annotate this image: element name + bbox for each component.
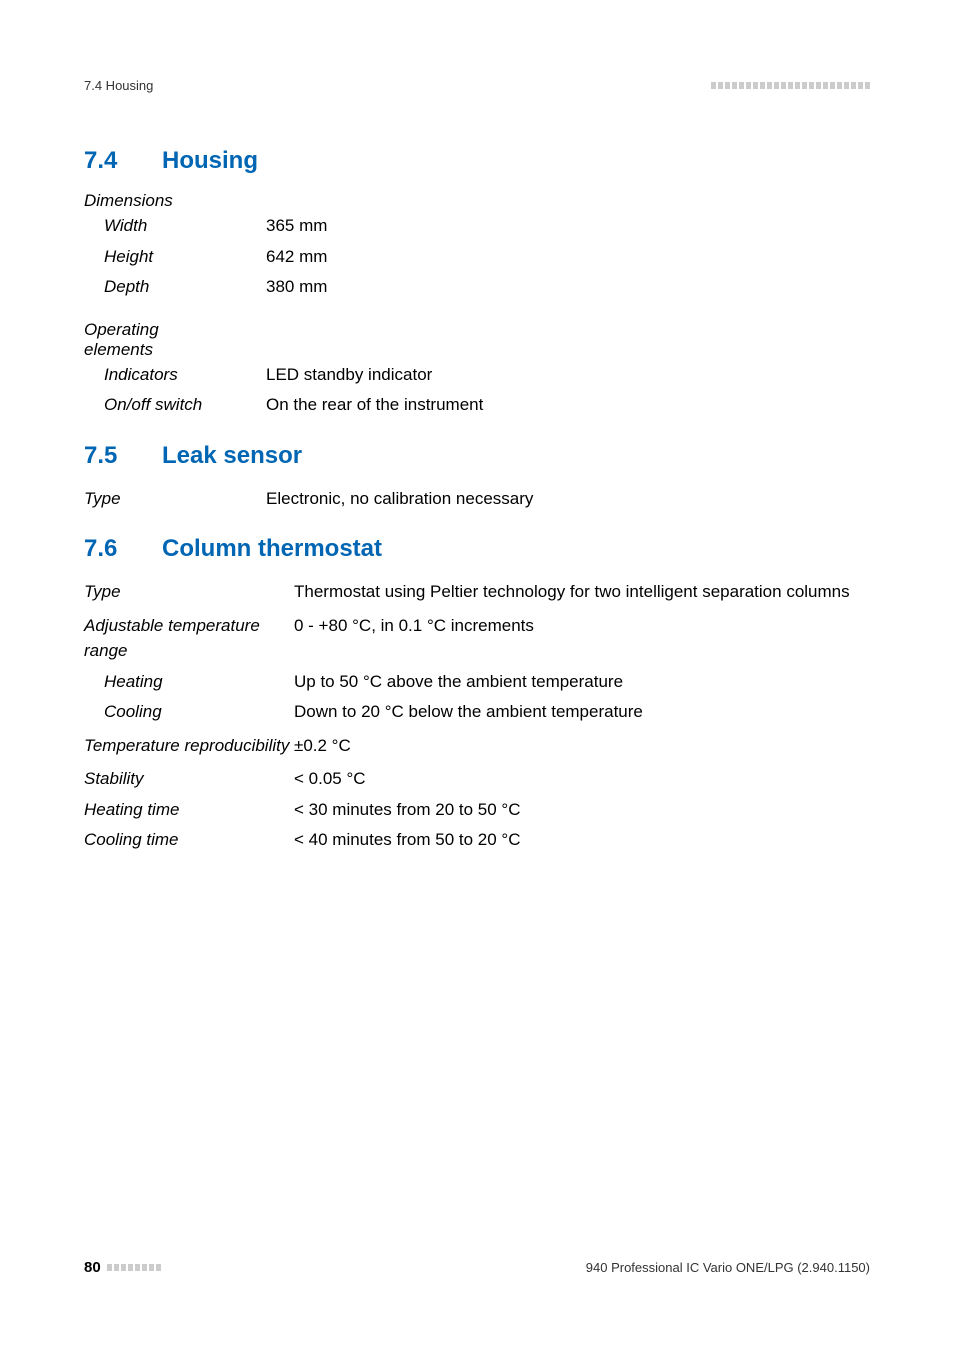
spec-row: Adjustable temperature range 0 - +80 °C,… xyxy=(84,613,870,664)
spec-group-leak: Type Electronic, no calibration necessar… xyxy=(84,486,870,512)
spec-value: 365 mm xyxy=(266,213,870,239)
spec-sublabel: Indicators xyxy=(84,362,266,388)
spec-group-label: Dimensions xyxy=(84,191,870,211)
spec-value: Electronic, no calibration necessary xyxy=(266,486,870,512)
spec-label: Cooling time xyxy=(84,827,294,853)
spec-value: 380 mm xyxy=(266,274,870,300)
spec-value: < 30 minutes from 20 to 50 °C xyxy=(294,797,870,823)
section-title: Leak sensor xyxy=(162,442,302,469)
spec-row: Depth 380 mm xyxy=(84,274,870,300)
spec-row: Heating time < 30 minutes from 20 to 50 … xyxy=(84,797,870,823)
spec-sublabel: Heating xyxy=(84,669,294,695)
spec-value: Up to 50 °C above the ambient temperatur… xyxy=(294,669,870,695)
spec-group-dimensions: Dimensions Width 365 mm Height 642 mm De… xyxy=(84,191,870,300)
spec-value: ±0.2 °C xyxy=(294,733,870,759)
spec-value: < 40 minutes from 50 to 20 °C xyxy=(294,827,870,853)
section-heading-leak-sensor: 7.5Leak sensor xyxy=(84,442,870,470)
spec-label: Type xyxy=(84,486,266,512)
page-header: 7.4 Housing xyxy=(84,78,870,93)
spec-row: Type Electronic, no calibration necessar… xyxy=(84,486,870,512)
section-number: 7.6 xyxy=(84,535,162,563)
spec-sublabel: Width xyxy=(84,213,266,239)
spec-label: Adjustable temperature range xyxy=(84,613,294,664)
spec-sublabel: On/off switch xyxy=(84,392,266,418)
spec-group-thermostat: Type Thermostat using Peltier technology… xyxy=(84,579,870,853)
spec-value: On the rear of the instrument xyxy=(266,392,870,418)
spec-label: Temperature reproducibility xyxy=(84,733,294,759)
spec-group-label: Operating elements xyxy=(84,320,224,360)
spec-row: Width 365 mm xyxy=(84,213,870,239)
section-title: Housing xyxy=(162,147,258,174)
spec-sublabel: Cooling xyxy=(84,699,294,725)
spec-label: Heating time xyxy=(84,797,294,823)
spec-row: Stability < 0.05 °C xyxy=(84,766,870,792)
spec-row: Temperature reproducibility ±0.2 °C xyxy=(84,733,870,759)
spec-row: Type Thermostat using Peltier technology… xyxy=(84,579,870,605)
spec-group-operating-elements: Operating elements Indicators LED standb… xyxy=(84,320,870,418)
footer-document-title: 940 Professional IC Vario ONE/LPG (2.940… xyxy=(586,1260,870,1275)
spec-value: LED standby indicator xyxy=(266,362,870,388)
spec-row: Indicators LED standby indicator xyxy=(84,362,870,388)
spec-row: Heating Up to 50 °C above the ambient te… xyxy=(84,669,870,695)
footer-left: 80 xyxy=(84,1259,161,1276)
section-heading-column-thermostat: 7.6Column thermostat xyxy=(84,535,870,563)
section-title: Column thermostat xyxy=(162,535,382,562)
header-breadcrumb: 7.4 Housing xyxy=(84,78,153,93)
spec-value: Thermostat using Peltier technology for … xyxy=(294,579,870,605)
spec-value: Down to 20 °C below the ambient temperat… xyxy=(294,699,870,725)
spec-value: < 0.05 °C xyxy=(294,766,870,792)
spec-sublabel: Depth xyxy=(84,274,266,300)
footer-decorative-ticks xyxy=(107,1264,161,1271)
section-heading-housing: 7.4Housing xyxy=(84,147,870,175)
page-number: 80 xyxy=(84,1259,101,1276)
spec-value: 0 - +80 °C, in 0.1 °C increments xyxy=(294,613,870,664)
spec-sublabel: Height xyxy=(84,244,266,270)
spec-value: 642 mm xyxy=(266,244,870,270)
spec-row: Cooling Down to 20 °C below the ambient … xyxy=(84,699,870,725)
spec-row: Cooling time < 40 minutes from 50 to 20 … xyxy=(84,827,870,853)
spec-row: Height 642 mm xyxy=(84,244,870,270)
spec-label: Type xyxy=(84,579,294,605)
header-decorative-ticks xyxy=(711,82,870,89)
section-number: 7.5 xyxy=(84,442,162,470)
spec-row: On/off switch On the rear of the instrum… xyxy=(84,392,870,418)
page-footer: 80 940 Professional IC Vario ONE/LPG (2.… xyxy=(84,1259,870,1276)
spec-label: Stability xyxy=(84,766,294,792)
section-number: 7.4 xyxy=(84,147,162,175)
